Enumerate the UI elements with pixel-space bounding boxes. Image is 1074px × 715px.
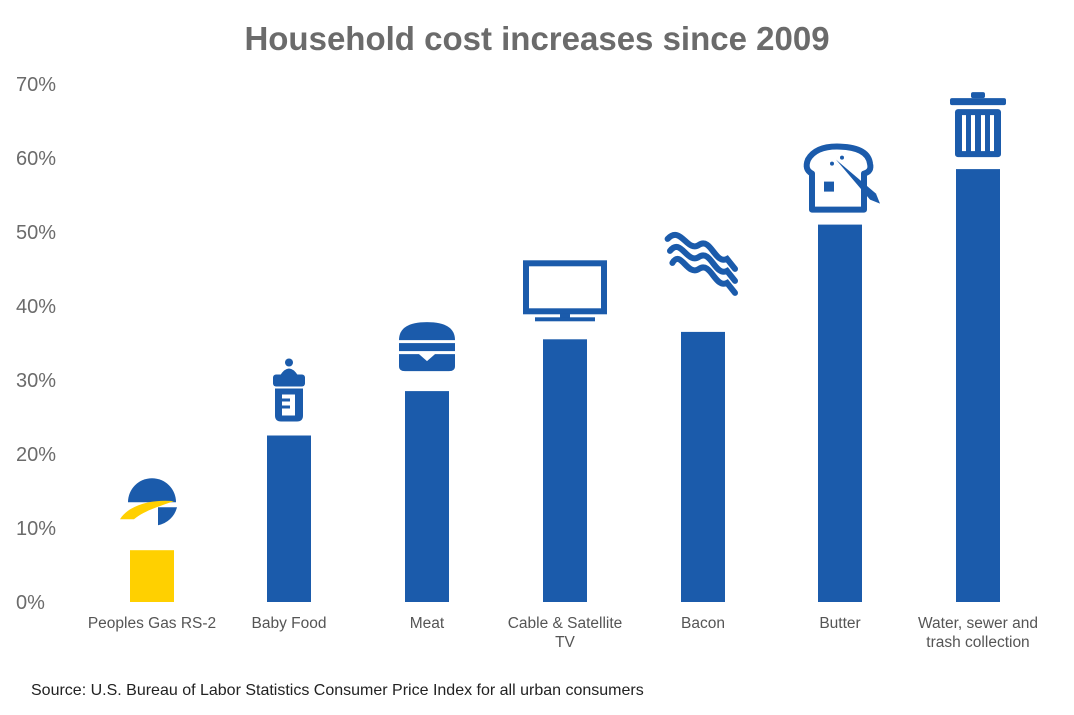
x-tick-label: Peoples Gas RS-2 xyxy=(88,615,216,632)
x-tick-label: Cable & Satellite xyxy=(508,615,623,632)
bar xyxy=(681,331,725,602)
television-icon xyxy=(523,260,607,322)
bar-icons xyxy=(120,92,1006,526)
bars xyxy=(130,169,1000,602)
y-tick-label: 40% xyxy=(16,296,56,318)
x-tick-label: Bacon xyxy=(681,615,725,632)
baby-bottle-icon xyxy=(273,358,305,422)
x-tick-label: TV xyxy=(555,634,575,651)
y-tick-label: 50% xyxy=(16,222,56,244)
bar xyxy=(267,435,311,602)
bar xyxy=(130,550,174,602)
x-tick-label: Meat xyxy=(410,615,445,632)
chart: Household cost increases since 2009 0% 10… xyxy=(16,20,1038,651)
bacon-icon xyxy=(664,232,738,296)
x-tick-label: trash collection xyxy=(926,634,1029,651)
y-axis: 0% 10% 20% 30% 40% 50% 60% 70% xyxy=(16,74,56,614)
chart-title: Household cost increases since 2009 xyxy=(244,20,829,57)
x-axis: Peoples Gas RS-2 Baby Food Meat Cable & Sat… xyxy=(88,615,1038,651)
y-tick-label: 70% xyxy=(16,74,56,96)
x-tick-label: Water, sewer and xyxy=(918,615,1038,632)
bar xyxy=(956,169,1000,602)
x-tick-label: Baby Food xyxy=(252,615,327,632)
x-tick-label: Butter xyxy=(819,615,860,632)
bar xyxy=(405,391,449,602)
y-tick-label: 60% xyxy=(16,148,56,170)
peoples-gas-logo-icon xyxy=(120,478,177,526)
bar xyxy=(818,224,862,602)
y-tick-label: 20% xyxy=(16,444,56,466)
y-tick-label: 0% xyxy=(16,592,45,614)
trash-can-icon xyxy=(950,92,1006,158)
y-tick-label: 30% xyxy=(16,370,56,392)
hamburger-icon xyxy=(399,322,455,372)
bar xyxy=(543,339,587,602)
toast-butter-icon xyxy=(803,143,880,213)
source-note: Source: U.S. Bureau of Labor Statistics … xyxy=(31,682,644,699)
y-tick-label: 10% xyxy=(16,518,56,540)
